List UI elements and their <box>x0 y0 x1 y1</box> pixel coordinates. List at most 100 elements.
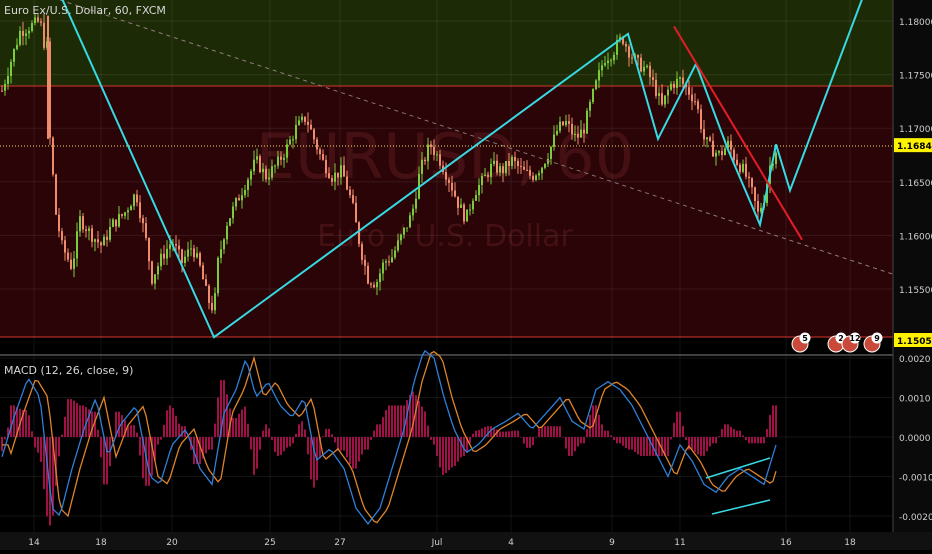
macd-hist-bar-246 <box>739 430 741 437</box>
candle-body-0 <box>1 90 3 92</box>
candle-body-43 <box>130 206 132 211</box>
candle-body-45 <box>136 194 138 203</box>
candle-body-179 <box>538 173 540 176</box>
candle-body-140 <box>421 159 423 174</box>
macd-hist-bar-93 <box>280 437 282 455</box>
macd-hist-bar-149 <box>448 437 450 471</box>
candle-body-191 <box>574 134 576 136</box>
macd-hist-bar-53 <box>160 437 162 440</box>
candle-body-46 <box>139 202 141 219</box>
candle-body-7 <box>22 30 24 36</box>
price-tick-label-4: 1.16000 <box>899 232 932 242</box>
candle-body-35 <box>106 236 108 240</box>
macd-hist-bar-78 <box>235 418 237 437</box>
macd-hist-bar-203 <box>610 435 612 437</box>
macd-hist-bar-32 <box>97 429 99 437</box>
macd-hist-bar-254 <box>763 437 765 444</box>
macd-hist-bar-116 <box>349 437 351 465</box>
event-badge-count-bg-2 <box>849 332 861 344</box>
candle-body-231 <box>694 101 696 103</box>
candle-body-19 <box>58 214 60 232</box>
macd-hist-bar-68 <box>205 437 207 454</box>
candle-body-244 <box>733 149 735 160</box>
candle-body-12 <box>37 17 39 22</box>
candle-body-248 <box>745 163 747 177</box>
macd-hist-bar-150 <box>451 437 453 468</box>
candle-body-241 <box>724 148 726 156</box>
macd-hist-bar-27 <box>82 405 84 437</box>
macd-hist-bar-176 <box>529 437 531 448</box>
candle-body-130 <box>391 257 393 262</box>
macd-hist-bar-136 <box>409 394 411 437</box>
macd-hist-bar-14 <box>43 437 45 490</box>
event-badge-count-3: 9 <box>874 334 880 343</box>
candle-body-8 <box>25 33 27 36</box>
candle-body-66 <box>199 253 201 266</box>
candle-body-154 <box>463 204 465 222</box>
macd-hist-bar-255 <box>766 429 768 437</box>
macd-hist-bar-72 <box>217 397 219 437</box>
candle-body-16 <box>49 41 51 138</box>
cyan-zigzag-line <box>61 0 863 339</box>
candle-body-208 <box>625 43 627 47</box>
macd-hist-bar-148 <box>445 437 447 474</box>
macd-tick-label-4: -0.0020 <box>899 513 932 523</box>
macd-hist-bar-121 <box>364 437 366 450</box>
candle-body-108 <box>325 159 327 174</box>
macd-hist-bar-247 <box>742 435 744 437</box>
macd-hist-bar-45 <box>136 432 138 437</box>
candle-body-119 <box>358 222 360 245</box>
candle-body-136 <box>409 215 411 228</box>
candle-body-30 <box>91 228 93 242</box>
macd-hist-bar-134 <box>403 405 405 437</box>
macd-hist-bar-159 <box>478 430 480 437</box>
macd-hist-bar-183 <box>550 426 552 437</box>
current-price-tag-bg <box>894 138 932 153</box>
macd-hist-bar-34 <box>103 437 105 485</box>
price-tick-label-5: 1.15500 <box>899 286 932 296</box>
macd-hist-bar-245 <box>736 430 738 437</box>
candle-body-251 <box>754 187 756 202</box>
candle-body-131 <box>394 250 396 258</box>
candle-body-121 <box>364 259 366 266</box>
candle-body-115 <box>346 176 348 190</box>
macd-hist-bar-124 <box>373 430 375 437</box>
macd-hist-bar-201 <box>604 430 606 437</box>
macd-hist-bar-205 <box>616 437 618 444</box>
macd-hist-bar-174 <box>523 437 525 444</box>
candle-body-249 <box>748 176 750 179</box>
candle-body-168 <box>505 161 507 174</box>
macd-hist-bar-212 <box>637 437 639 455</box>
candle-body-87 <box>262 168 264 173</box>
macd-hist-bar-104 <box>313 437 315 488</box>
macd-hist-bar-30 <box>91 411 93 437</box>
macd-hist-bar-237 <box>712 437 714 444</box>
candle-body-250 <box>751 178 753 188</box>
candle-body-246 <box>739 164 741 172</box>
candle-body-112 <box>337 172 339 178</box>
candle-body-150 <box>451 182 453 191</box>
candle-body-116 <box>349 189 351 196</box>
macd-hist-bar-198 <box>595 405 597 437</box>
macd-hist-bar-56 <box>169 405 171 437</box>
x-tick-label-3: 25 <box>264 538 275 548</box>
macd-hist-bar-225 <box>676 411 678 437</box>
candle-body-221 <box>664 95 666 105</box>
macd-hist-bar-230 <box>691 437 693 450</box>
macd-hist-bar-122 <box>367 437 369 450</box>
macd-hist-bar-147 <box>442 437 444 475</box>
candle-body-163 <box>490 164 492 177</box>
macd-hist-bar-135 <box>406 400 408 437</box>
symbol-title: Euro Ex/U.S. Dollar, 60, FXCM <box>4 4 166 17</box>
macd-layer <box>1 349 777 526</box>
candle-body-217 <box>652 77 654 80</box>
candle-body-51 <box>154 274 156 284</box>
candle-body-207 <box>622 36 624 44</box>
macd-hist-bar-209 <box>628 437 630 450</box>
macd-hist-bar-86 <box>259 437 261 450</box>
candle-body-40 <box>121 214 123 216</box>
candle-body-160 <box>481 176 483 185</box>
watermark-sub: Euro / U.S. Dollar <box>317 219 573 254</box>
